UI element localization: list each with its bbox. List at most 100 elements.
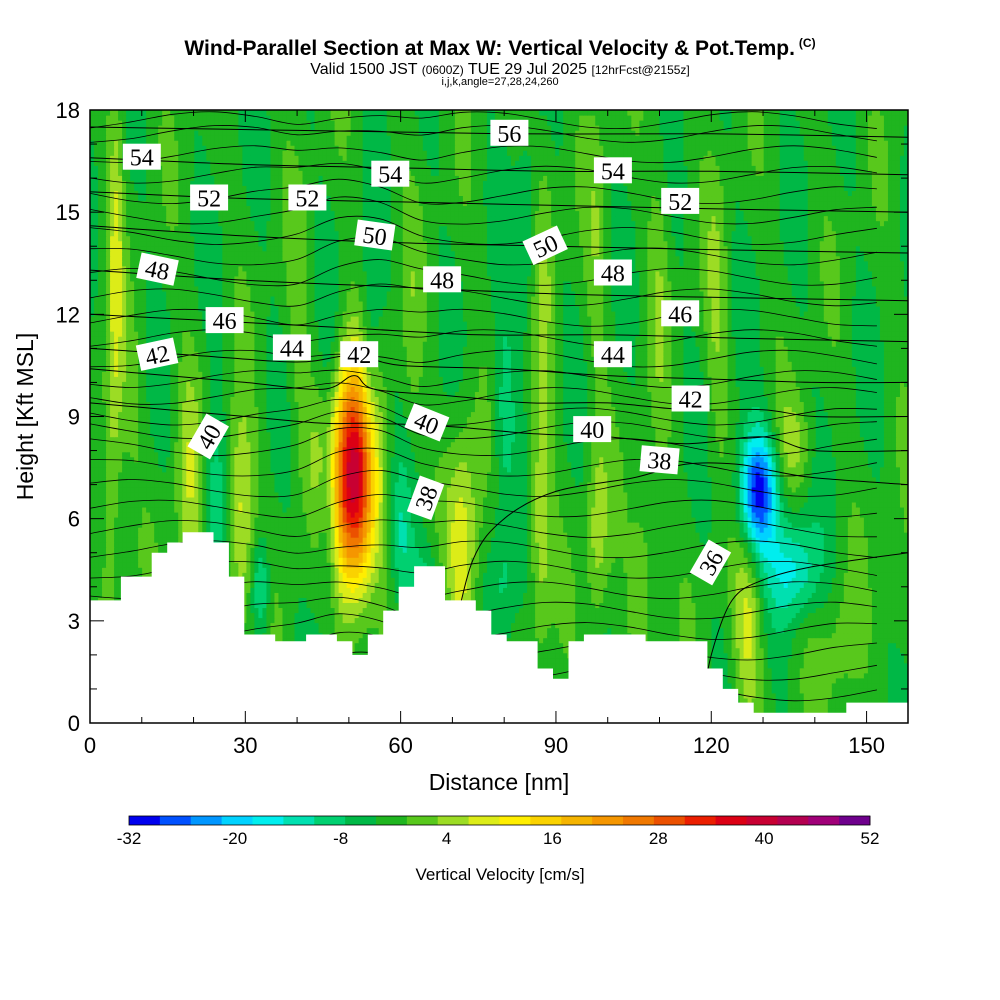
velocity-cell — [679, 602, 685, 609]
velocity-cell — [751, 637, 757, 644]
velocity-cell — [563, 627, 568, 634]
velocity-cell — [839, 662, 845, 669]
velocity-cell — [767, 612, 773, 619]
velocity-cell — [799, 672, 805, 679]
velocity-cell — [274, 607, 280, 614]
velocity-cell — [811, 637, 817, 644]
velocity-cell — [867, 677, 873, 684]
velocity-cell — [851, 677, 857, 684]
velocity-cell — [815, 612, 821, 619]
velocity-cell — [871, 637, 877, 644]
velocity-cell — [847, 637, 853, 644]
velocity-cell — [611, 602, 616, 609]
velocity-cell — [779, 672, 785, 679]
velocity-cell — [691, 637, 697, 644]
velocity-cell — [354, 607, 360, 614]
velocity-cell — [751, 692, 757, 699]
velocity-cell — [314, 627, 320, 634]
velocity-cell — [895, 657, 901, 664]
velocity-cell — [531, 617, 536, 624]
velocity-cell — [346, 617, 352, 624]
velocity-cell — [711, 622, 717, 629]
velocity-cell — [783, 672, 789, 679]
velocity-cell — [290, 607, 296, 614]
velocity-cell — [358, 637, 364, 644]
velocity-cell — [707, 662, 713, 669]
velocity-cell — [298, 632, 304, 639]
velocity-cell — [519, 617, 524, 624]
velocity-cell — [667, 602, 673, 609]
velocity-cell — [623, 607, 628, 614]
velocity-cell — [535, 632, 540, 639]
velocity-cell — [803, 692, 809, 699]
velocity-cell — [490, 607, 496, 614]
velocity-cell — [895, 627, 901, 634]
velocity-cell — [835, 687, 841, 694]
velocity-cell — [278, 607, 284, 614]
velocity-cell — [759, 617, 765, 624]
velocity-cell — [599, 612, 604, 619]
velocity-cell — [322, 607, 328, 614]
velocity-cell — [731, 627, 737, 634]
velocity-cell — [771, 687, 777, 694]
velocity-cell — [555, 607, 560, 614]
velocity-cell — [815, 617, 821, 624]
velocity-cell — [278, 632, 284, 639]
velocity-cell — [394, 597, 400, 604]
velocity-cell — [707, 617, 713, 624]
velocity-cell — [519, 622, 524, 629]
velocity-cell — [847, 652, 853, 659]
velocity-cell — [615, 627, 620, 634]
velocity-cell — [551, 657, 556, 664]
velocity-cell — [490, 617, 496, 624]
velocity-cell — [358, 642, 364, 649]
velocity-cell — [543, 642, 548, 649]
velocity-cell — [366, 607, 372, 614]
velocity-cell — [539, 627, 544, 634]
velocity-cell — [851, 662, 857, 669]
velocity-cell — [887, 627, 893, 634]
velocity-cell — [507, 632, 512, 639]
velocity-cell — [695, 617, 701, 624]
velocity-cell — [819, 677, 825, 684]
velocity-cell — [743, 677, 749, 684]
velocity-cell — [711, 617, 717, 624]
velocity-cell — [807, 607, 813, 614]
velocity-cell — [274, 612, 280, 619]
velocity-cell — [739, 647, 745, 654]
velocity-cell — [779, 622, 785, 629]
velocity-cell — [731, 602, 737, 609]
velocity-cell — [579, 627, 584, 634]
velocity-cell — [763, 662, 769, 669]
velocity-cell — [350, 612, 356, 619]
velocity-cell — [723, 617, 729, 624]
velocity-cell — [883, 602, 889, 609]
velocity-cell — [763, 657, 769, 664]
velocity-cell — [362, 637, 368, 644]
velocity-cell — [663, 622, 669, 629]
velocity-cell — [839, 677, 845, 684]
velocity-cell — [739, 607, 745, 614]
velocity-cell — [559, 657, 564, 664]
velocity-cell — [743, 637, 749, 644]
velocity-cell — [807, 667, 813, 674]
velocity-cell — [539, 637, 544, 644]
velocity-cell — [322, 602, 328, 609]
velocity-cell — [831, 667, 837, 674]
velocity-cell — [823, 647, 829, 654]
velocity-cell — [775, 637, 781, 644]
velocity-cell — [727, 627, 733, 634]
velocity-cell — [691, 627, 697, 634]
velocity-cell — [759, 642, 765, 649]
velocity-cell — [591, 627, 596, 634]
velocity-cell — [490, 627, 496, 634]
velocity-cell — [811, 617, 817, 624]
velocity-cell — [687, 627, 693, 634]
velocity-cell — [254, 602, 260, 609]
velocity-cell — [663, 612, 669, 619]
velocity-cell — [482, 607, 488, 614]
velocity-cell — [779, 682, 785, 689]
velocity-cell — [831, 692, 837, 699]
